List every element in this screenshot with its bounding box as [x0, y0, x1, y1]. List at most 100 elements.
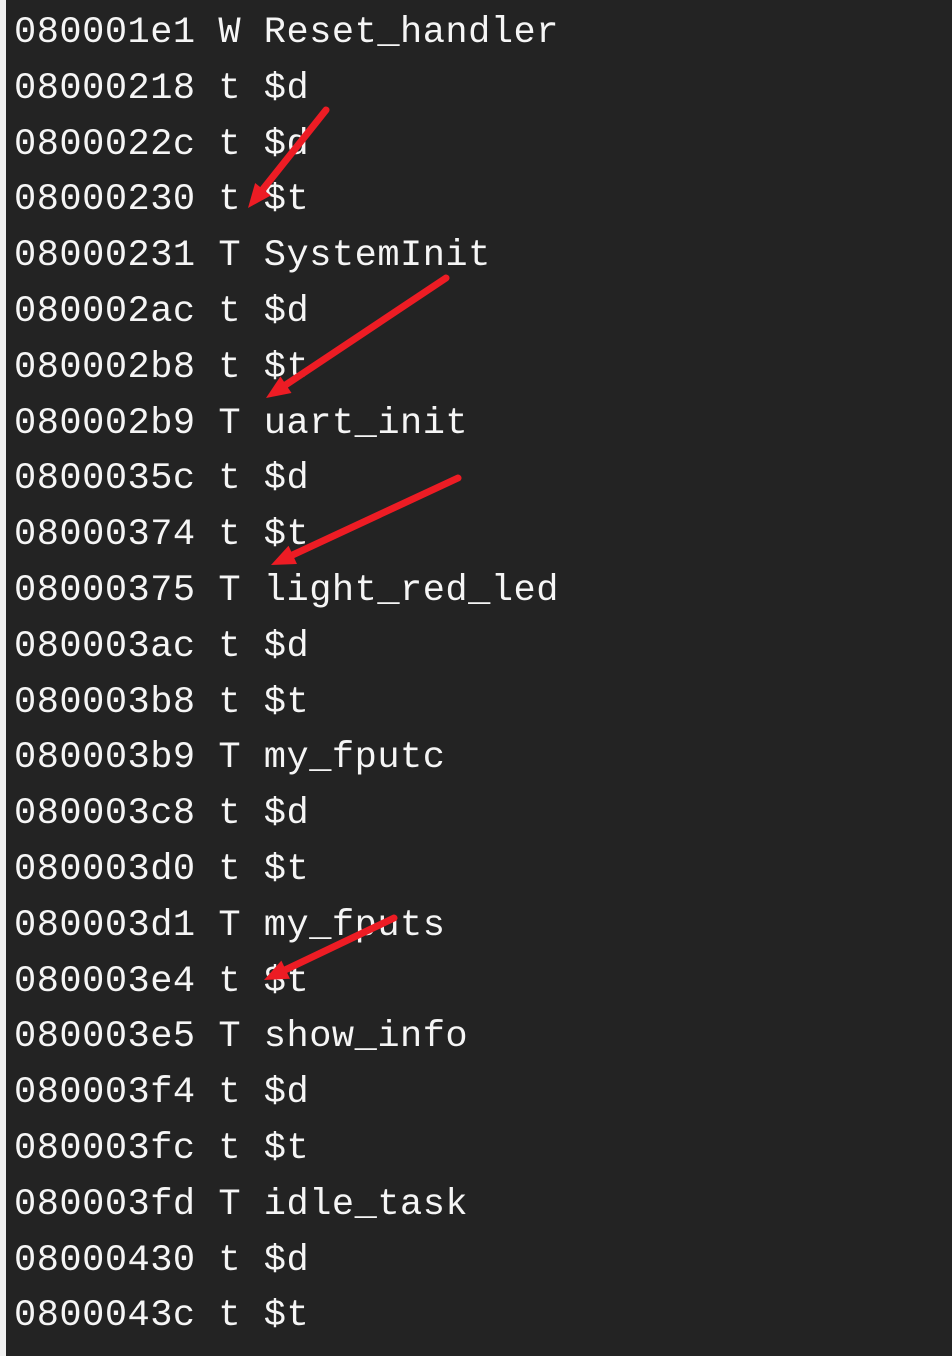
- space: [196, 961, 219, 1003]
- space: [241, 291, 264, 333]
- symbol-name: $t: [264, 514, 309, 556]
- symbol-row: 080003b8 t $t: [14, 676, 944, 732]
- symbol-address: 080002b8: [14, 347, 196, 389]
- space: [196, 626, 219, 668]
- space: [196, 1240, 219, 1282]
- symbol-flag: T: [218, 905, 241, 947]
- space: [196, 347, 219, 389]
- symbol-address: 08000375: [14, 570, 196, 612]
- space: [241, 626, 264, 668]
- space: [241, 179, 264, 221]
- space: [241, 682, 264, 724]
- symbol-flag: t: [218, 179, 241, 221]
- symbol-flag: t: [218, 68, 241, 110]
- space: [196, 737, 219, 779]
- space: [241, 793, 264, 835]
- space: [241, 737, 264, 779]
- symbol-flag: T: [218, 1184, 241, 1226]
- symbol-address: 0800043c: [14, 1295, 196, 1337]
- space: [196, 793, 219, 835]
- symbol-flag: t: [218, 458, 241, 500]
- symbol-flag: t: [218, 514, 241, 556]
- symbol-name: SystemInit: [264, 235, 491, 277]
- symbol-name: $d: [264, 1240, 309, 1282]
- symbol-row: 080003ac t $d: [14, 620, 944, 676]
- symbol-row: 080003fd T idle_task: [14, 1178, 944, 1234]
- symbol-name: $t: [264, 961, 309, 1003]
- space: [196, 68, 219, 110]
- space: [196, 1072, 219, 1114]
- symbol-address: 08000374: [14, 514, 196, 556]
- symbol-address: 080002ac: [14, 291, 196, 333]
- symbol-address: 080003d1: [14, 905, 196, 947]
- symbol-address: 08000230: [14, 179, 196, 221]
- symbol-row: 080003e5 T show_info: [14, 1010, 944, 1066]
- symbol-row: 080003f4 t $d: [14, 1066, 944, 1122]
- space: [196, 291, 219, 333]
- symbol-flag: t: [218, 1240, 241, 1282]
- space: [241, 347, 264, 389]
- symbol-flag: t: [218, 849, 241, 891]
- space: [196, 12, 219, 54]
- symbol-name: $t: [264, 682, 309, 724]
- symbol-row: 080003fc t $t: [14, 1122, 944, 1178]
- symbol-row: 08000374 t $t: [14, 508, 944, 564]
- space: [196, 1128, 219, 1170]
- space: [241, 1240, 264, 1282]
- symbol-name: my_fputc: [264, 737, 446, 779]
- symbol-flag: t: [218, 347, 241, 389]
- symbol-row: 08000231 T SystemInit: [14, 229, 944, 285]
- space: [196, 1295, 219, 1337]
- symbol-name: light_red_led: [264, 570, 559, 612]
- space: [196, 514, 219, 556]
- symbol-name: Reset_handler: [264, 12, 559, 54]
- symbol-row: 080003d1 T my_fputs: [14, 899, 944, 955]
- symbol-address: 08000430: [14, 1240, 196, 1282]
- symbol-name: $t: [264, 849, 309, 891]
- space: [241, 1128, 264, 1170]
- symbol-row: 08000375 T light_red_led: [14, 564, 944, 620]
- symbol-address: 0800022c: [14, 124, 196, 166]
- space: [241, 849, 264, 891]
- symbol-flag: t: [218, 626, 241, 668]
- symbol-row: 0800035c t $d: [14, 452, 944, 508]
- symbol-flag: t: [218, 291, 241, 333]
- symbol-address: 080003fd: [14, 1184, 196, 1226]
- symbol-address: 080003fc: [14, 1128, 196, 1170]
- symbol-name: $t: [264, 347, 309, 389]
- symbol-address: 080003f4: [14, 1072, 196, 1114]
- symbol-name: $d: [264, 793, 309, 835]
- symbol-name: $d: [264, 291, 309, 333]
- space: [196, 570, 219, 612]
- symbol-row: 08000430 t $d: [14, 1234, 944, 1290]
- space: [241, 514, 264, 556]
- symbol-address: 080003d0: [14, 849, 196, 891]
- space: [241, 1016, 264, 1058]
- space: [196, 849, 219, 891]
- symbol-name: uart_init: [264, 403, 468, 445]
- symbol-flag: t: [218, 1295, 241, 1337]
- symbol-name: $d: [264, 1072, 309, 1114]
- symbol-row: 080003d0 t $t: [14, 843, 944, 899]
- symbol-flag: t: [218, 1072, 241, 1114]
- space: [196, 235, 219, 277]
- space: [241, 570, 264, 612]
- space: [241, 403, 264, 445]
- symbol-flag: t: [218, 682, 241, 724]
- symbol-row: 08000230 t $t: [14, 173, 944, 229]
- symbol-address: 080003c8: [14, 793, 196, 835]
- symbol-row: 080003b9 T my_fputc: [14, 731, 944, 787]
- symbol-flag: T: [218, 235, 241, 277]
- symbol-row: 0800022c t $d: [14, 118, 944, 174]
- space: [241, 124, 264, 166]
- symbol-address: 080003b8: [14, 682, 196, 724]
- symbol-row: 080002b8 t $t: [14, 341, 944, 397]
- space: [196, 403, 219, 445]
- symbol-name: $t: [264, 1128, 309, 1170]
- space: [241, 458, 264, 500]
- space: [241, 68, 264, 110]
- space: [196, 905, 219, 947]
- space: [196, 682, 219, 724]
- symbol-address: 080003b9: [14, 737, 196, 779]
- space: [241, 12, 264, 54]
